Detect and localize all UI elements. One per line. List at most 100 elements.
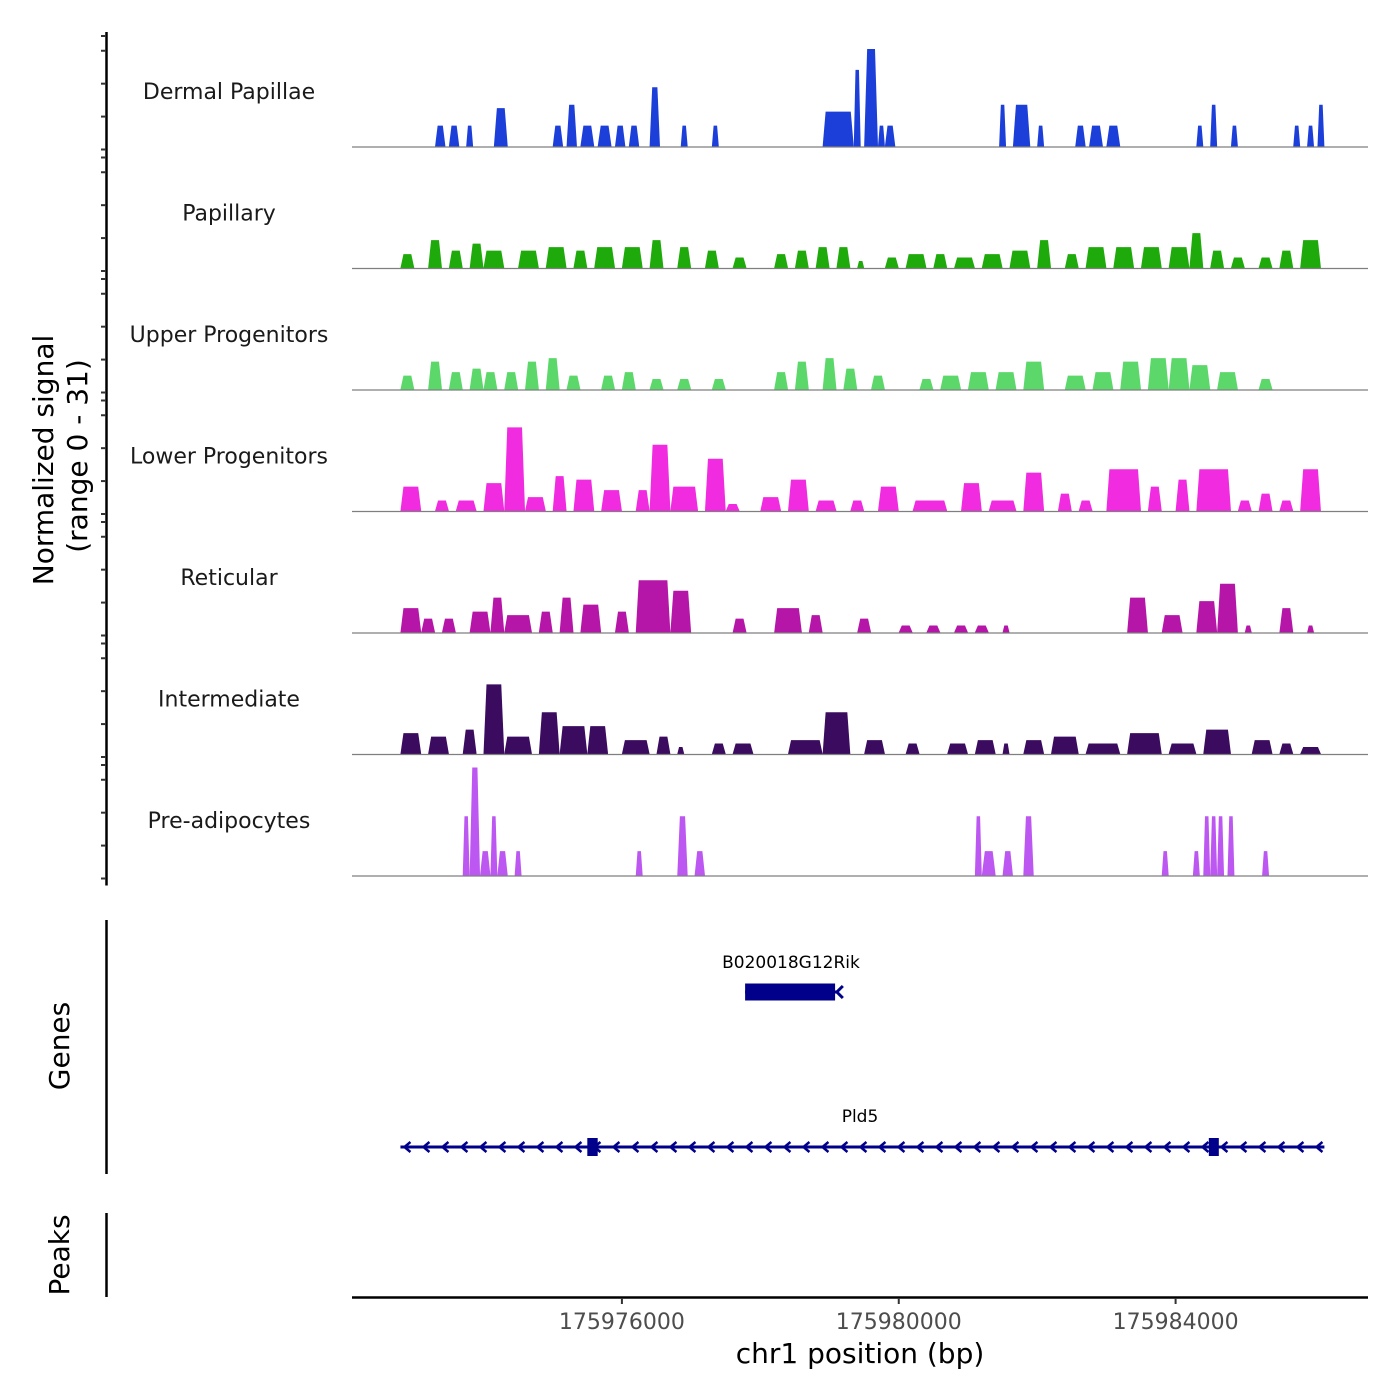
coverage-peak [621,247,643,268]
strand-arrow-icon [1181,1141,1191,1153]
coverage-peak [1262,851,1270,876]
coverage-peak [1279,250,1294,268]
exon [1208,1138,1219,1156]
coverage-peak [1078,500,1093,511]
coverage-peak [732,618,747,633]
coverage-peak [1037,240,1052,268]
coverage-peak [1085,247,1107,268]
coverage-peak [670,590,692,633]
coverage-peak [1230,257,1245,268]
strand-arrow-icon [402,1141,412,1153]
coverage-peak [1023,472,1045,511]
coverage-peak [1023,816,1034,876]
strand-arrow-icon [1238,1141,1248,1153]
gene-label: Pld5 [842,1107,879,1127]
coverage-peak [483,250,505,268]
x-tick-label: 175984000 [1113,1310,1239,1335]
strand-arrow-icon [687,1141,697,1153]
coverage-peak [1120,361,1141,390]
coverage-peak [448,372,463,390]
coverage-peak [421,618,436,633]
coverage-peak [1127,733,1162,754]
coverage-peak [448,125,460,147]
coverage-peak [1092,372,1114,390]
coverage-peak [1023,740,1045,754]
coverage-peak [649,87,660,147]
coverage-peak [940,375,962,390]
coverage-peak [884,257,899,268]
coverage-peak [435,500,449,511]
strand-arrow-icon [478,1141,488,1153]
coverage-peak [1196,601,1218,633]
strand-arrow-icon [1314,1141,1324,1153]
strand-arrow-icon [1124,1141,1134,1153]
coverage-peak [493,108,508,147]
coverage-peak [981,851,996,876]
strand-arrow-icon [763,1141,773,1153]
coverage-peak [514,851,522,876]
strand-arrow-icon [1295,1141,1305,1153]
coverage-peak [877,125,885,147]
coverage-peak [1300,240,1321,268]
strand-arrow-icon [839,1141,849,1153]
coverage-peak [794,250,809,268]
coverage-peak [850,500,865,511]
strand-arrow-icon [554,1141,564,1153]
coverage-peak [999,104,1007,147]
strand-arrow-icon [611,1141,621,1153]
coverage-peak [597,125,612,147]
coverage-peak [857,261,865,268]
coverage-peak [919,379,934,390]
x-axis-ticks: 175976000 175980000 175984000 [559,1298,1239,1335]
coverage-peak [1192,851,1200,876]
strand-arrow-icon [1162,1141,1172,1153]
coverage-peak [635,851,643,876]
coverage-peak [1258,493,1273,511]
x-tick-label: 175976000 [559,1310,685,1335]
coverage-peak [1037,125,1045,147]
coverage-peak [504,736,532,754]
strand-arrow-icon [934,1141,944,1153]
coverage-peak [1279,608,1294,633]
coverage-peak [677,247,692,268]
coverage-peak [635,490,650,511]
coverage-peak [1075,125,1086,147]
coverage-peak [490,597,505,633]
signal-y-axis [101,32,108,886]
gene: Pld5 [400,1107,1325,1156]
strand-arrow-icon [991,1141,1001,1153]
coverage-peak [961,483,982,511]
strand-arrow-icon [801,1141,811,1153]
coverage-peak [822,111,854,147]
coverage-peak [974,625,989,633]
coverage-peak [815,247,830,268]
track-label: Intermediate [158,688,300,713]
coverage-peak [898,625,913,633]
strand-arrow-icon [630,1141,640,1153]
coverage-peak [1203,729,1231,754]
strand-arrow-icon [1067,1141,1077,1153]
coverage-peak [1258,379,1273,390]
coverage-peak [774,254,789,268]
strand-arrow-icon [1219,1141,1229,1153]
strand-arrow-icon [516,1141,526,1153]
coverage-peak [670,486,699,511]
coverage-peak [677,816,688,876]
coverage-peak [545,247,567,268]
coverage-peak [1127,597,1148,633]
coverage-track: Upper Progenitors [130,323,1368,391]
coverage-peak [1089,125,1103,147]
coverage-peak [836,247,851,268]
coverage-peak [469,767,481,876]
coverage-peak [1258,257,1273,268]
coverage-peak [1210,816,1218,876]
coverage-peak [1189,233,1204,268]
coverage-peak [428,736,449,754]
coverage-peak [400,254,415,268]
coverage-peak [822,712,851,754]
coverage-peak [483,483,505,511]
coverage-peak [704,250,719,268]
coverage-peak [732,743,754,754]
track-label: Reticular [180,566,278,591]
strand-arrow-icon [649,1141,659,1153]
